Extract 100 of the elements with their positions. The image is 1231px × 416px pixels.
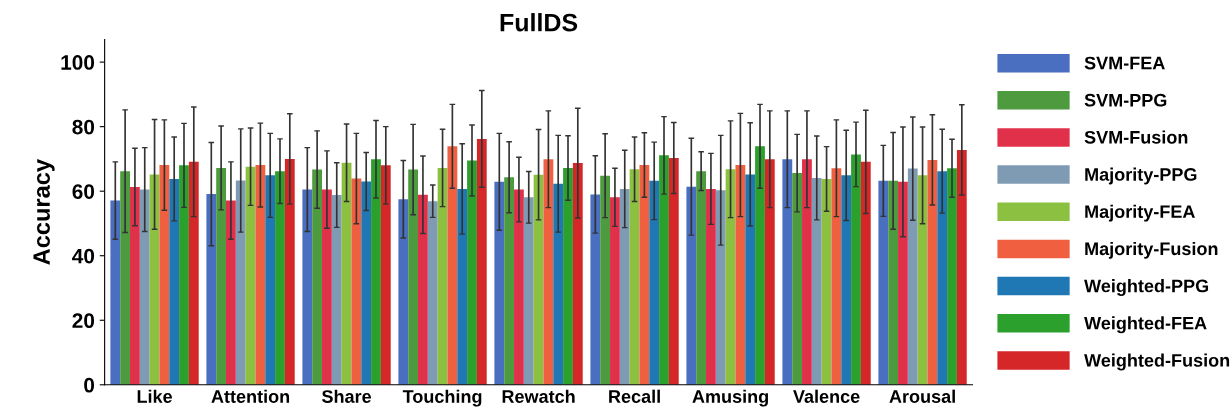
bar <box>216 167 227 385</box>
y-tick-label: 100 <box>61 55 95 70</box>
bar <box>831 168 842 385</box>
bar <box>206 194 217 385</box>
bar <box>169 178 180 385</box>
bar <box>715 190 726 385</box>
bar <box>659 155 669 385</box>
bar <box>860 161 871 385</box>
bar <box>629 169 640 385</box>
bar <box>696 171 707 385</box>
bar <box>514 189 524 385</box>
bar <box>533 174 544 385</box>
bar <box>811 177 822 385</box>
bar <box>878 180 889 385</box>
x-tick-label: Recall <box>609 389 660 403</box>
bar <box>937 171 948 385</box>
bar <box>120 171 131 385</box>
bar <box>851 154 861 385</box>
bar <box>725 169 736 385</box>
bar <box>947 168 957 385</box>
bar <box>255 165 266 385</box>
bar <box>322 189 332 385</box>
bar <box>706 188 716 385</box>
bar <box>504 177 515 385</box>
bar <box>457 188 468 385</box>
bar <box>275 171 285 385</box>
bar <box>371 159 381 385</box>
legend-label: Majority-Fusion <box>1085 241 1218 259</box>
bar <box>226 200 236 385</box>
y-tick-label: 60 <box>72 184 95 199</box>
legend-label: Majority-FEA <box>1085 204 1195 222</box>
bar <box>668 157 679 385</box>
bar <box>159 165 170 385</box>
bar <box>649 180 660 385</box>
bar <box>563 167 573 385</box>
bar <box>398 199 409 385</box>
bar <box>447 146 458 385</box>
x-tick-label: Valence <box>793 389 860 403</box>
bar <box>600 175 611 385</box>
bar <box>888 180 899 385</box>
bar <box>265 175 276 385</box>
bar <box>553 183 564 385</box>
bar <box>802 159 812 385</box>
bar <box>821 178 832 385</box>
bar <box>188 161 199 385</box>
bar <box>110 200 121 385</box>
bar <box>610 197 620 385</box>
y-tick-label: 80 <box>72 119 95 135</box>
legend-label: Majority-PPG <box>1085 167 1197 185</box>
bar <box>361 181 372 385</box>
bar <box>284 158 295 385</box>
bar <box>898 181 908 385</box>
bar <box>907 168 918 385</box>
x-tick-label: Touching <box>402 389 482 407</box>
bar <box>331 195 342 385</box>
legend-label: Weighted-Fusion <box>1084 353 1230 371</box>
x-tick-label: Arousal <box>889 389 955 403</box>
x-tick-label: Like <box>137 389 173 403</box>
bar <box>745 174 756 385</box>
bar <box>302 189 313 385</box>
bar <box>735 165 746 385</box>
bar <box>437 167 448 385</box>
bar <box>427 201 438 385</box>
bar <box>235 180 246 385</box>
legend-label: SVM-FEA <box>1084 56 1165 70</box>
bar <box>764 159 775 385</box>
y-tick-label: 40 <box>72 248 95 264</box>
x-tick-label: Attention <box>211 389 290 403</box>
chart-title: FullDS <box>500 13 578 32</box>
bar <box>418 194 428 385</box>
bar <box>341 162 352 385</box>
bar <box>312 169 323 385</box>
bar <box>956 149 967 385</box>
legend-label: Weighted-PPG <box>1084 279 1209 296</box>
bar <box>572 163 583 385</box>
legend-label: Weighted-FEA <box>1084 316 1207 334</box>
bar <box>351 178 362 385</box>
bar <box>917 175 928 385</box>
bar <box>543 159 554 385</box>
bar <box>179 165 189 385</box>
y-tick-label: 20 <box>72 313 95 329</box>
bar <box>408 169 419 385</box>
bar <box>590 194 601 385</box>
bar <box>782 159 793 385</box>
bar <box>639 165 650 385</box>
bar <box>686 186 697 385</box>
legend-label: SVM-Fusion <box>1084 130 1188 144</box>
x-tick-label: Share <box>321 389 372 403</box>
bar <box>476 138 487 385</box>
bar <box>927 159 938 385</box>
legend-label: SVM-PPG <box>1084 93 1167 107</box>
x-tick-label: Rewatch <box>502 389 575 403</box>
bar <box>494 181 505 385</box>
x-tick-label: Amusing <box>692 389 768 407</box>
bar <box>523 197 534 385</box>
bar <box>467 160 477 385</box>
bar <box>755 146 765 385</box>
bar <box>619 188 630 385</box>
bar <box>245 166 256 385</box>
y-tick-label: 0 <box>84 377 95 393</box>
